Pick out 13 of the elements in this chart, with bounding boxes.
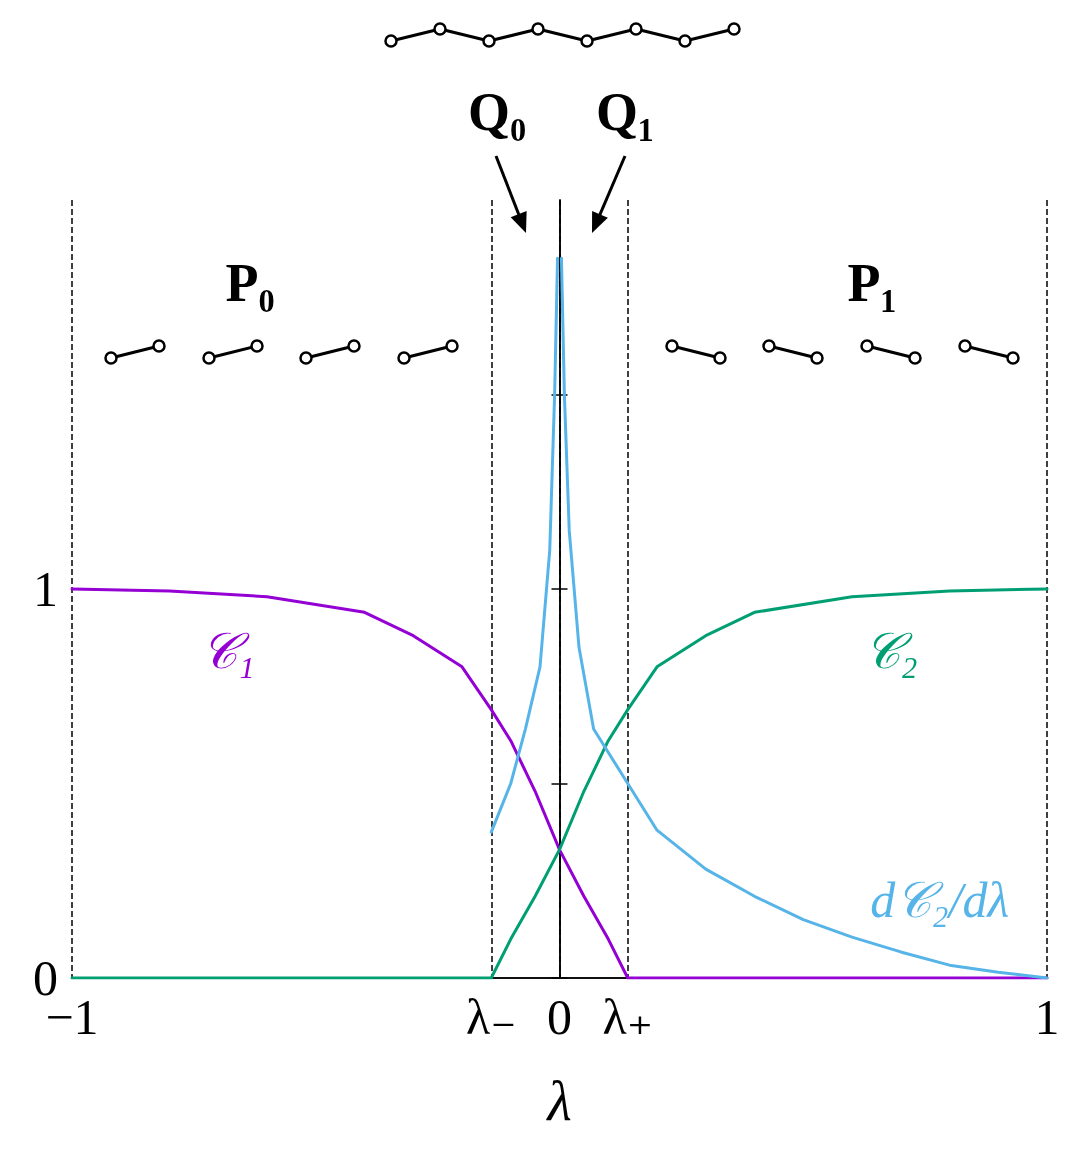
x-tick-label: 1: [1034, 989, 1060, 1045]
line-series: [70, 587, 1049, 980]
series-label: d𝒞₂/dλ: [870, 872, 1010, 929]
x-tick-label: λ₊: [602, 989, 654, 1045]
series-label: 𝒞₁: [201, 623, 255, 680]
x-tick-label: λ₋: [465, 989, 517, 1045]
x-tick-label: 0: [547, 989, 572, 1045]
annotation: P₁: [847, 253, 897, 313]
x-axis-title: λ: [545, 1070, 572, 1132]
annotation: P₀: [225, 253, 275, 313]
text: Q₀: [467, 82, 527, 142]
series-label: 𝒞₂: [864, 623, 918, 680]
text: Q₁: [595, 82, 655, 142]
